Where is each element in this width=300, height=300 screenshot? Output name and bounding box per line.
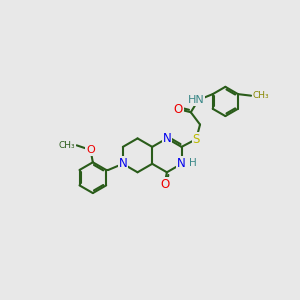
Text: N: N xyxy=(163,132,171,145)
Text: S: S xyxy=(193,133,200,146)
Text: O: O xyxy=(174,103,183,116)
Text: CH₃: CH₃ xyxy=(253,91,269,100)
Text: N: N xyxy=(118,157,127,170)
Text: H: H xyxy=(189,158,197,168)
Text: HN: HN xyxy=(188,95,205,105)
Text: O: O xyxy=(160,178,169,191)
Text: N: N xyxy=(177,157,186,170)
Text: CH₃: CH₃ xyxy=(58,141,75,150)
Text: O: O xyxy=(86,145,95,155)
